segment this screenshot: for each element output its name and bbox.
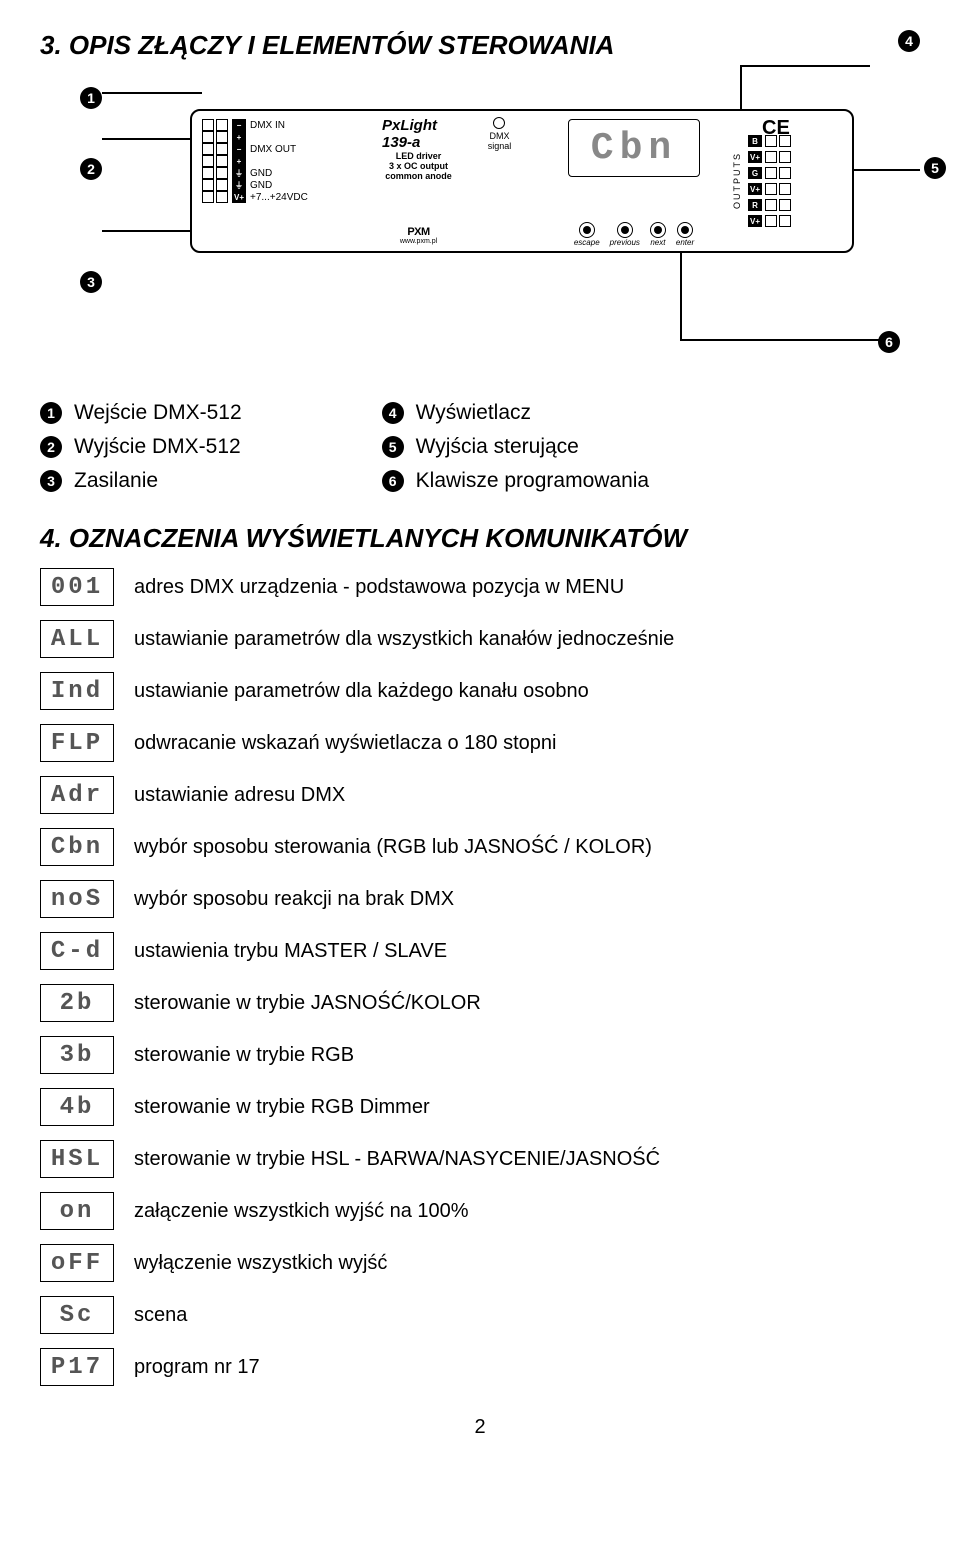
device-sub2: 3 x OC output xyxy=(389,161,448,171)
message-row: 3b sterowanie w trybie RGB xyxy=(40,1036,920,1074)
message-code: Sc xyxy=(40,1296,114,1334)
message-row: FLP odwracanie wskazań wyświetlacza o 18… xyxy=(40,724,920,762)
dmx-signal-label: DMX signal xyxy=(488,131,512,151)
message-desc: ustawianie parametrów dla wszystkich kan… xyxy=(134,628,674,651)
message-code: 3b xyxy=(40,1036,114,1074)
left-terminals: −DMX IN + −DMX OUT + ⏚GND ⏚GND V++7...+2… xyxy=(192,111,378,251)
device-sub1: LED driver xyxy=(396,151,442,161)
device-button-escape[interactable]: escape xyxy=(574,222,600,247)
output-row: G xyxy=(748,167,791,179)
legend-item: 2Wyjście DMX-512 xyxy=(40,435,242,459)
output-row: V+ xyxy=(748,151,791,163)
message-desc: ustawianie parametrów dla każdego kanału… xyxy=(134,680,589,703)
device-button-next[interactable]: next xyxy=(650,222,666,247)
message-desc: wyłączenie wszystkich wyjść xyxy=(134,1252,387,1275)
legend-item: 6Klawisze programowania xyxy=(382,469,649,493)
terminal-row: V++7...+24VDC xyxy=(202,191,372,203)
message-row: noS wybór sposobu reakcji na brak DMX xyxy=(40,880,920,918)
section4-title: 4. OZNACZENIA WYŚWIETLANYCH KOMUNIKATÓW xyxy=(40,523,920,554)
callout-3: 3 xyxy=(80,271,102,293)
message-code: C-d xyxy=(40,932,114,970)
message-desc: sterowanie w trybie JASNOŚĆ/KOLOR xyxy=(134,992,481,1015)
message-code: oFF xyxy=(40,1244,114,1282)
message-code: HSL xyxy=(40,1140,114,1178)
message-row: P17 program nr 17 xyxy=(40,1348,920,1386)
legend-item: 1Wejście DMX-512 xyxy=(40,401,242,425)
message-code: Cbn xyxy=(40,828,114,866)
legend-item: 5Wyjścia sterujące xyxy=(382,435,649,459)
terminal-row: + xyxy=(202,155,372,167)
message-row: Sc scena xyxy=(40,1296,920,1334)
message-code: 4b xyxy=(40,1088,114,1126)
device-title: PxLight 139-a xyxy=(382,117,455,151)
output-row: V+ xyxy=(748,215,791,227)
page-number: 2 xyxy=(40,1416,920,1439)
message-row: oFF wyłączenie wszystkich wyjść xyxy=(40,1244,920,1282)
message-desc: wybór sposobu sterowania (RGB lub JASNOŚ… xyxy=(134,836,652,859)
pxm-logo: PXM xyxy=(407,226,429,238)
message-row: Adr ustawianie adresu DMX xyxy=(40,776,920,814)
message-desc: wybór sposobu reakcji na brak DMX xyxy=(134,888,454,911)
message-code: 2b xyxy=(40,984,114,1022)
message-desc: adres DMX urządzenia - podstawowa pozycj… xyxy=(134,576,624,599)
device-url: www.pxm.pl xyxy=(400,238,437,245)
callout-5: 5 xyxy=(924,157,946,179)
callout-1: 1 xyxy=(80,87,102,109)
seven-segment-display: Cbn xyxy=(568,119,700,177)
outputs-label: OUTPUTS xyxy=(732,152,742,209)
device-diagram: 1 2 3 5 CE −DMX IN + −DMX OUT + ⏚GND ⏚GN… xyxy=(40,81,920,311)
message-desc: sterowanie w trybie HSL - BARWA/NASYCENI… xyxy=(134,1148,660,1171)
message-code: 001 xyxy=(40,568,114,606)
message-code: noS xyxy=(40,880,114,918)
message-desc: program nr 17 xyxy=(134,1356,260,1379)
legend-item: 4Wyświetlacz xyxy=(382,401,649,425)
message-desc: odwracanie wskazań wyświetlacza o 180 st… xyxy=(134,732,556,755)
message-desc: scena xyxy=(134,1304,187,1327)
message-row: on załączenie wszystkich wyjść na 100% xyxy=(40,1192,920,1230)
message-row: 2b sterowanie w trybie JASNOŚĆ/KOLOR xyxy=(40,984,920,1022)
message-code: Adr xyxy=(40,776,114,814)
device-button-previous[interactable]: previous xyxy=(610,222,640,247)
terminal-row: ⏚GND xyxy=(202,167,372,179)
terminal-row: ⏚GND xyxy=(202,179,372,191)
message-desc: ustawienia trybu MASTER / SLAVE xyxy=(134,940,447,963)
output-row: V+ xyxy=(748,183,791,195)
legend-item: 3Zasilanie xyxy=(40,469,242,493)
ce-mark: CE xyxy=(762,117,790,140)
message-row: C-d ustawienia trybu MASTER / SLAVE xyxy=(40,932,920,970)
message-row: 001 adres DMX urządzenia - podstawowa po… xyxy=(40,568,920,606)
message-desc: sterowanie w trybie RGB Dimmer xyxy=(134,1096,430,1119)
section3-title: 3. OPIS ZŁĄCZY I ELEMENTÓW STEROWANIA xyxy=(40,30,614,61)
message-code: ALL xyxy=(40,620,114,658)
output-row: R xyxy=(748,199,791,211)
message-row: Ind ustawianie parametrów dla każdego ka… xyxy=(40,672,920,710)
device-button-enter[interactable]: enter xyxy=(676,222,694,247)
message-row: HSL sterowanie w trybie HSL - BARWA/NASY… xyxy=(40,1140,920,1178)
callout-4-top: 4 xyxy=(898,30,920,52)
message-code: P17 xyxy=(40,1348,114,1386)
message-code: Ind xyxy=(40,672,114,710)
message-row: Cbn wybór sposobu sterowania (RGB lub JA… xyxy=(40,828,920,866)
message-code: FLP xyxy=(40,724,114,762)
device-sub3: common anode xyxy=(385,171,452,181)
dmx-signal-led xyxy=(493,117,505,129)
terminal-row: −DMX OUT xyxy=(202,143,372,155)
message-code: on xyxy=(40,1192,114,1230)
callout-2: 2 xyxy=(80,158,102,180)
message-row: ALL ustawianie parametrów dla wszystkich… xyxy=(40,620,920,658)
terminal-row: + xyxy=(202,131,372,143)
message-row: 4b sterowanie w trybie RGB Dimmer xyxy=(40,1088,920,1126)
message-desc: załączenie wszystkich wyjść na 100% xyxy=(134,1200,469,1223)
terminal-row: −DMX IN xyxy=(202,119,372,131)
message-desc: ustawianie adresu DMX xyxy=(134,784,345,807)
message-desc: sterowanie w trybie RGB xyxy=(134,1044,354,1067)
callout-6: 6 xyxy=(878,331,900,353)
